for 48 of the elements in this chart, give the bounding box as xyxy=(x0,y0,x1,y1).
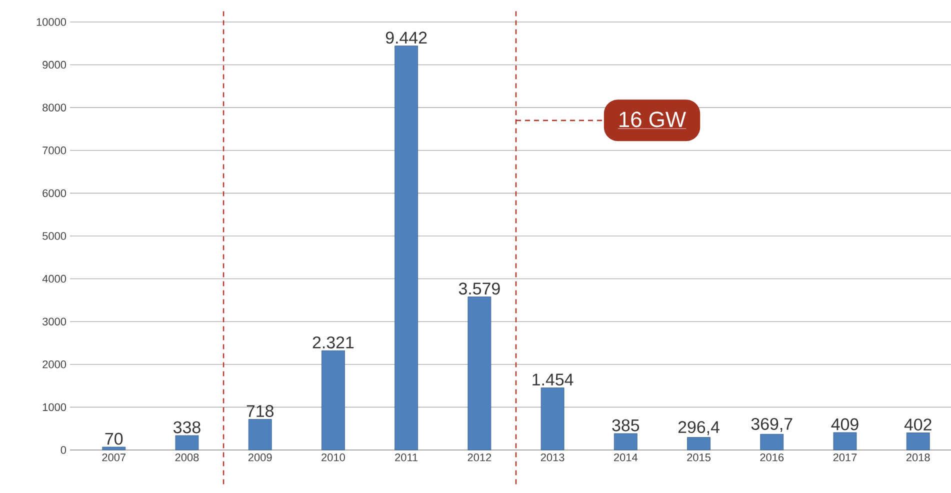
x-tick-label: 2010 xyxy=(322,454,345,462)
y-tick-label: 4000 xyxy=(42,274,66,283)
data-label: 409 xyxy=(831,418,858,430)
y-tick-label: 2000 xyxy=(42,360,66,368)
x-tick-label: 2018 xyxy=(906,454,930,462)
x-tick-label: 2015 xyxy=(687,454,710,462)
data-label: 338 xyxy=(174,421,200,434)
y-tick-label: 7000 xyxy=(42,146,66,154)
y-tick-label: 3000 xyxy=(42,318,66,326)
data-label: 2.321 xyxy=(312,336,354,348)
data-label: 296,4 xyxy=(678,421,720,436)
bar xyxy=(687,437,710,450)
x-tick-label: 2012 xyxy=(468,454,492,462)
data-label: 3.579 xyxy=(458,282,500,295)
x-tick-label: 2007 xyxy=(102,454,126,462)
y-tick-label: 9000 xyxy=(42,60,66,69)
bar xyxy=(833,432,857,450)
y-tick-label: 0 xyxy=(60,446,66,454)
bar xyxy=(540,388,564,450)
bar xyxy=(906,432,930,450)
y-tick-label: 8000 xyxy=(42,104,66,112)
x-tick-label: 2011 xyxy=(395,454,418,462)
y-tick-label: 6000 xyxy=(42,189,66,198)
y-tick-label: 1000 xyxy=(42,403,66,412)
data-label: 718 xyxy=(246,405,274,418)
bar xyxy=(175,435,199,450)
bar xyxy=(614,433,638,450)
data-label: 369,7 xyxy=(751,418,792,432)
bar xyxy=(102,446,126,450)
x-tick-label: 2014 xyxy=(614,454,638,462)
data-label: 402 xyxy=(904,418,932,431)
bar xyxy=(760,434,784,450)
annotation: 16 GW xyxy=(620,112,686,128)
x-tick-label: 2008 xyxy=(175,454,199,462)
x-tick-label: 2016 xyxy=(760,454,784,462)
data-label: 9.442 xyxy=(386,32,427,44)
data-label: 70 xyxy=(105,432,123,445)
data-label: 1.454 xyxy=(532,374,574,386)
bar xyxy=(468,296,492,450)
x-tick-label: 2013 xyxy=(540,454,564,462)
bar xyxy=(322,350,345,450)
x-tick-label: 2017 xyxy=(833,454,857,462)
bar xyxy=(394,46,418,450)
x-tick-label: 2009 xyxy=(248,454,272,462)
y-tick-label: 5000 xyxy=(42,232,66,240)
data-label: 385 xyxy=(612,419,640,432)
y-tick-label: 10000 xyxy=(36,18,66,26)
bar xyxy=(248,419,272,450)
